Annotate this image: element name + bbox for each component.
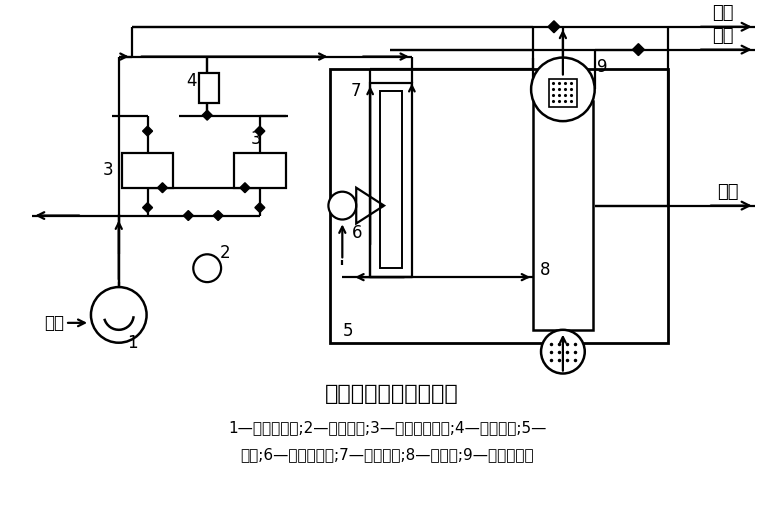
Text: 1—空气压缩机;2—预冷机组;3—分子筛吸附器;4—电加热器;5—: 1—空气压缩机;2—预冷机组;3—分子筛吸附器;4—电加热器;5— <box>228 420 546 434</box>
Polygon shape <box>255 126 265 136</box>
Circle shape <box>541 330 585 374</box>
Polygon shape <box>158 183 168 192</box>
Text: 冷箱;6—透平膨胀机;7—主换热器;8—精馏塔;9—冷凝蒸发器: 冷箱;6—透平膨胀机;7—主换热器;8—精馏塔;9—冷凝蒸发器 <box>240 447 534 462</box>
Text: 4: 4 <box>186 72 197 90</box>
Text: 2: 2 <box>220 244 230 262</box>
Text: 液氮: 液氮 <box>717 183 739 201</box>
Text: 3: 3 <box>251 130 261 148</box>
Circle shape <box>194 254 221 282</box>
Polygon shape <box>213 211 223 220</box>
Polygon shape <box>633 44 644 56</box>
Bar <box>234 153 285 188</box>
Text: 1: 1 <box>127 334 138 352</box>
Text: 空气: 空气 <box>44 314 64 332</box>
Text: 放空: 放空 <box>712 4 734 22</box>
Bar <box>122 153 173 188</box>
Text: 3: 3 <box>103 161 113 179</box>
Circle shape <box>328 192 356 219</box>
Circle shape <box>531 58 595 121</box>
Text: 氮气: 氮气 <box>712 27 734 45</box>
Polygon shape <box>143 126 153 136</box>
Polygon shape <box>240 183 250 192</box>
Polygon shape <box>202 110 212 120</box>
Bar <box>533 101 593 330</box>
Bar <box>549 79 577 107</box>
Text: 8: 8 <box>539 261 550 279</box>
Text: 6: 6 <box>352 224 362 243</box>
Circle shape <box>91 287 147 343</box>
Text: 9: 9 <box>597 58 608 76</box>
Text: 7: 7 <box>351 83 361 100</box>
Polygon shape <box>183 211 194 220</box>
Polygon shape <box>255 203 265 213</box>
Text: 深冷分离制氮工艺流程: 深冷分离制氮工艺流程 <box>325 384 459 405</box>
Polygon shape <box>548 21 560 33</box>
Bar <box>330 70 668 343</box>
Bar <box>370 84 412 277</box>
Bar <box>380 91 402 268</box>
Polygon shape <box>143 203 153 213</box>
Bar <box>199 73 219 103</box>
Text: 5: 5 <box>343 322 354 340</box>
